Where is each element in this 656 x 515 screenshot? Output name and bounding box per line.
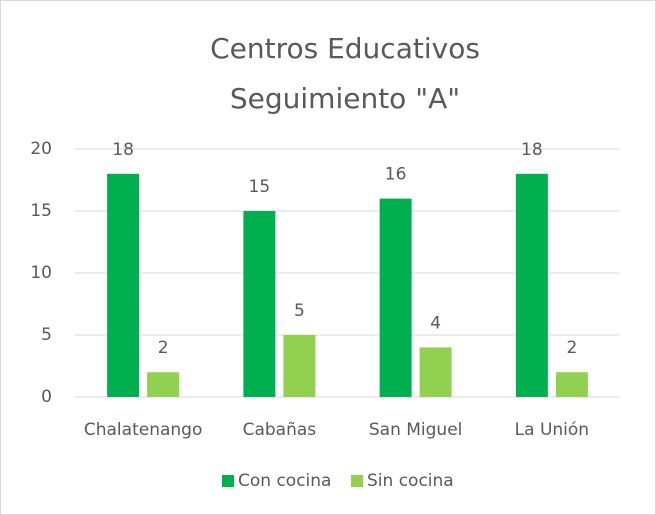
value-label: 4 bbox=[430, 313, 441, 333]
value-label: 2 bbox=[566, 338, 577, 358]
bar bbox=[515, 173, 548, 397]
bar bbox=[107, 173, 140, 397]
value-label: 18 bbox=[112, 140, 134, 160]
legend-swatch bbox=[222, 475, 234, 487]
x-tick-label: Cabañas bbox=[243, 420, 317, 440]
bar bbox=[147, 372, 180, 397]
y-tick-label: 10 bbox=[30, 263, 52, 283]
legend-label: Con cocina bbox=[238, 471, 331, 491]
value-label: 15 bbox=[249, 177, 271, 197]
y-tick-label: 15 bbox=[30, 201, 52, 221]
x-tick-label: La Unión bbox=[515, 420, 589, 440]
value-label: 16 bbox=[385, 165, 407, 185]
bar bbox=[379, 198, 412, 397]
bar bbox=[555, 372, 588, 397]
legend-swatch bbox=[351, 475, 363, 487]
value-label: 18 bbox=[521, 140, 543, 160]
x-tick-label: San Miguel bbox=[369, 420, 463, 440]
y-tick-label: 0 bbox=[41, 387, 52, 407]
chart-title: Seguimiento "A" bbox=[230, 82, 460, 115]
legend-label: Sin cocina bbox=[367, 471, 454, 491]
y-tick-label: 20 bbox=[30, 139, 52, 159]
value-label: 2 bbox=[158, 338, 169, 358]
bar bbox=[283, 335, 316, 397]
x-tick-label: Chalatenango bbox=[84, 420, 203, 440]
bar bbox=[419, 347, 452, 397]
chart-title: Centros Educativos bbox=[210, 32, 480, 65]
value-label: 5 bbox=[294, 301, 305, 321]
bar bbox=[243, 211, 276, 397]
y-tick-label: 5 bbox=[41, 325, 52, 345]
